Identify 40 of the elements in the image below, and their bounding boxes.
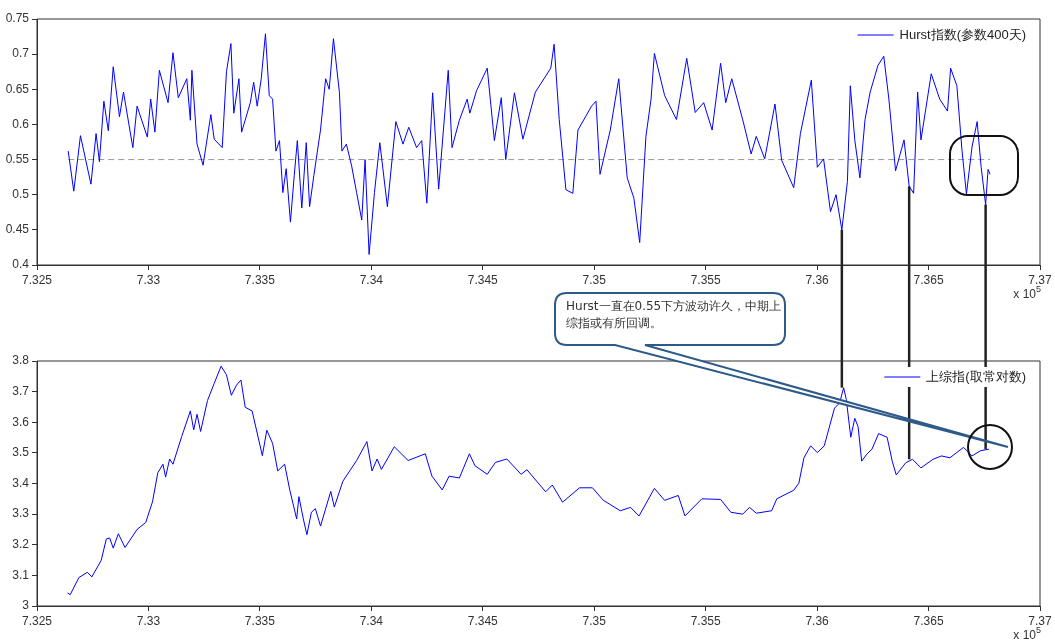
y-tick-label: 0.45	[5, 222, 30, 237]
x-tick-label: 7.36	[805, 613, 830, 628]
x-tick-label: 7.34	[359, 272, 384, 287]
text: Hurst一直在0.55下方波动许久，中期上综指或有所回调。	[566, 298, 782, 332]
x-tick-label: 7.35	[582, 613, 607, 628]
x-tick-label: 7.345	[467, 272, 499, 287]
x-tick-label: 7.33	[136, 272, 161, 287]
x-tick-label: 7.335	[244, 272, 276, 287]
x-tick-label: 7.365	[913, 272, 944, 287]
x-tick-label: 7.325	[21, 272, 53, 287]
x-tick-label: 7.37	[1028, 272, 1052, 287]
y-tick-label: 0.7	[12, 46, 30, 61]
legend-label: 上综指(取常对数)	[926, 368, 1027, 384]
x-tick-label: 7.345	[467, 613, 499, 628]
y-tick-label: 0.65	[5, 81, 30, 96]
x-tick-label: 7.355	[690, 613, 722, 628]
y-tick-label: 3.7	[12, 383, 30, 398]
x-tick-label: 7.355	[690, 272, 722, 287]
x-tick-label: 7.36	[805, 272, 830, 287]
legend-label: Hurst指数(参数400天)	[899, 26, 1027, 42]
y-tick-label: 3.3	[12, 506, 30, 521]
x-tick-label: 7.335	[244, 613, 276, 628]
y-tick-label: 0.5	[12, 187, 30, 202]
y-tick-label: 3.4	[12, 475, 30, 490]
y-tick-label: 3	[22, 598, 30, 613]
y-tick-label: 0.55	[5, 151, 30, 166]
x-tick-label: 7.37	[1028, 613, 1052, 628]
x-tick-label: 7.365	[913, 613, 944, 628]
x-tick-label: 7.33	[136, 613, 161, 628]
x-tick-label: 7.34	[359, 613, 384, 628]
y-tick-label: 3.6	[12, 414, 30, 429]
y-tick-label: 3.5	[12, 445, 30, 460]
y-tick-label: 3.8	[12, 353, 30, 368]
x-tick-label: 7.35	[582, 272, 607, 287]
y-tick-label: 0.6	[12, 116, 30, 131]
x-tick-label: 7.325	[21, 613, 53, 628]
y-tick-label: 0.75	[5, 11, 30, 26]
y-tick-label: 3.2	[12, 537, 30, 552]
y-tick-label: 0.4	[12, 257, 30, 272]
y-tick-label: 3.1	[12, 567, 30, 582]
